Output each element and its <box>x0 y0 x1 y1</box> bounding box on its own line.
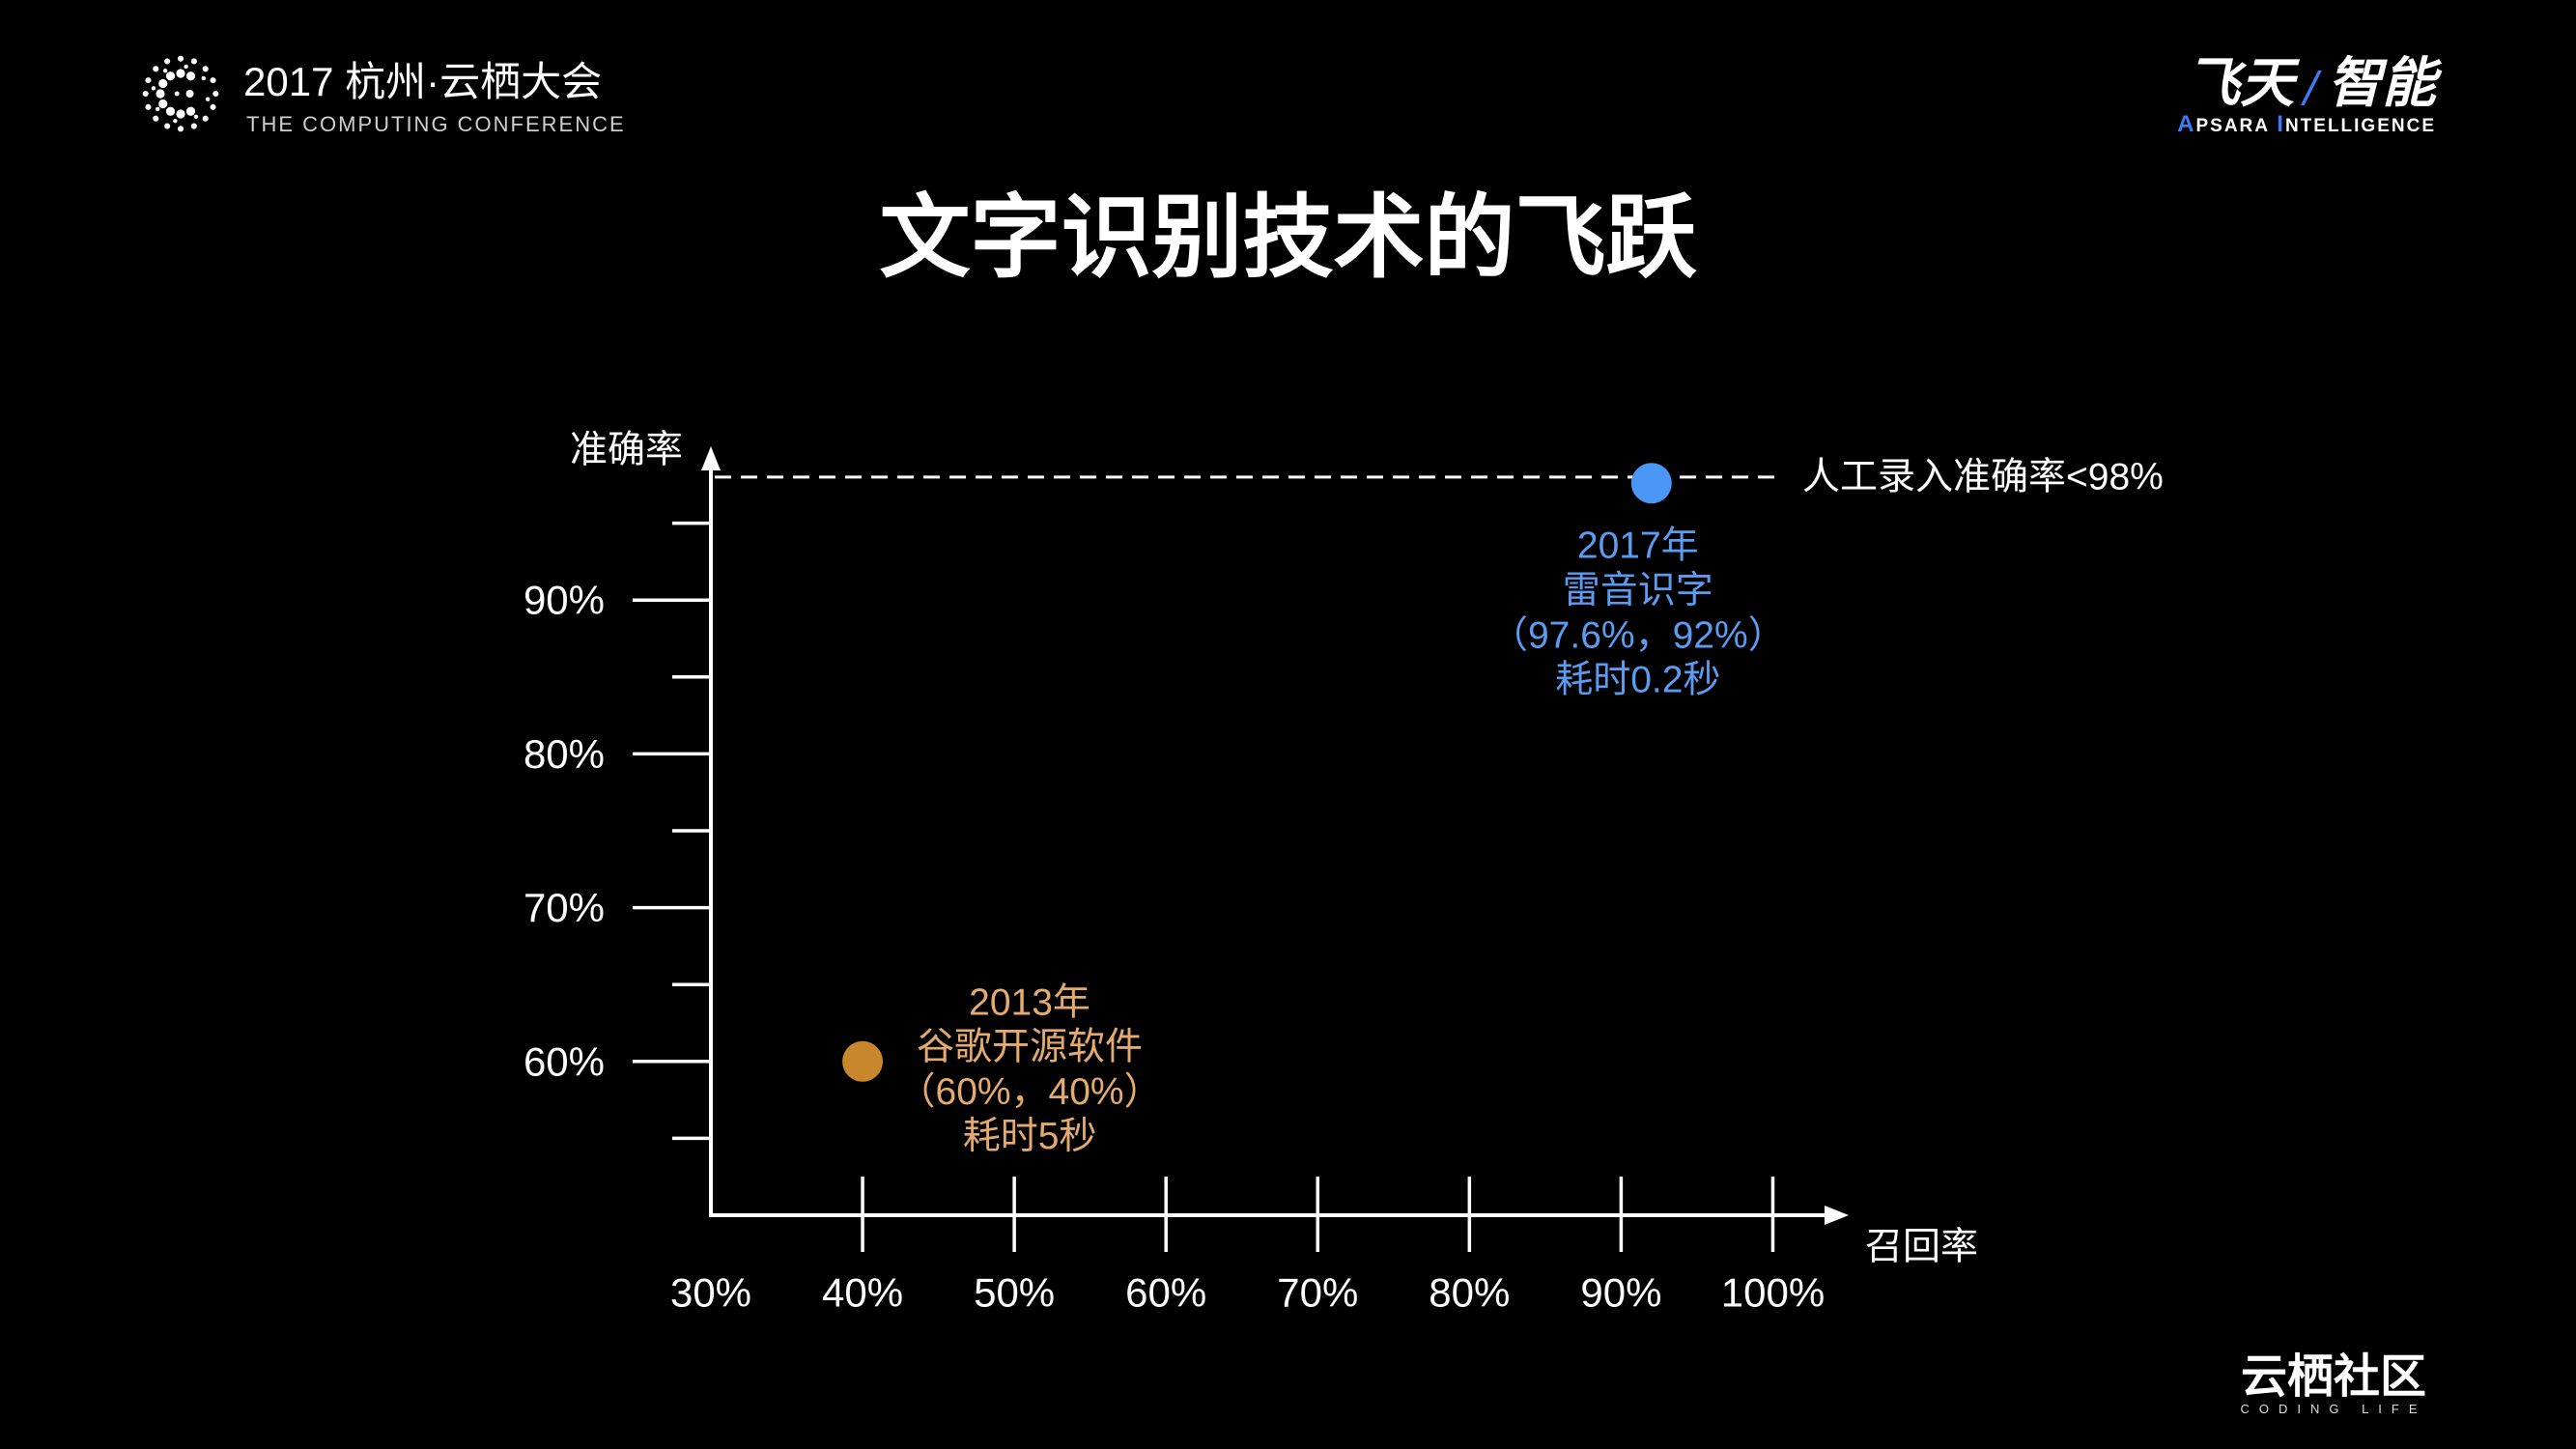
logo-dot <box>145 103 152 110</box>
logo-dot <box>185 106 196 116</box>
y-tick-label: 80% <box>524 731 605 777</box>
logo-dot <box>176 109 185 119</box>
brand-title: 飞天 / 智能 <box>2186 54 2436 118</box>
x-tick-label: 50% <box>974 1270 1055 1316</box>
logo-dot <box>193 114 199 119</box>
point-annotation-line: （97.6%，92%） <box>1490 614 1786 656</box>
brand-subtitle: APSARA INTELLIGENCE <box>2177 112 2436 139</box>
y-axis-arrow-icon <box>701 446 721 470</box>
footer-tagline: CODING LIFE <box>2240 1402 2427 1416</box>
reference-line-label: 人工录入准确率<98% <box>1802 456 2164 497</box>
logo-dot <box>151 86 156 91</box>
data-point <box>1630 463 1672 504</box>
logo-dot <box>205 97 211 101</box>
brand-right: 智能 <box>2328 52 2436 115</box>
logo-dot <box>177 126 184 132</box>
logo-dot <box>142 90 149 98</box>
brand-slash: / <box>2304 63 2318 112</box>
logo-dot <box>153 66 159 72</box>
y-tick-label: 60% <box>524 1038 605 1084</box>
logo-dot <box>202 115 209 122</box>
plot-marks: 60% 70% 80% 90% 30% 40% 50% 60% 70% 80% 90% 100% 人工录… <box>524 446 2164 1316</box>
point-annotation-line: 耗时0.2秒 <box>1555 660 1720 701</box>
logo-dot <box>176 69 185 78</box>
logo-dot <box>165 106 176 116</box>
logo-dot <box>162 69 168 73</box>
logo-dot <box>174 91 180 97</box>
point-annotation-line: （60%，40%） <box>898 1071 1162 1113</box>
logo-dot <box>158 99 168 109</box>
logo-dot <box>184 64 188 70</box>
logo-dot <box>158 78 168 89</box>
logo-dot <box>164 58 171 65</box>
logo-dot <box>201 75 206 81</box>
point-annotation-line: 谷歌开源软件 <box>917 1027 1143 1068</box>
brand-left: 飞天 <box>2186 52 2295 115</box>
footer-brand: 云栖社区 <box>2240 1350 2426 1404</box>
logo-dot <box>210 103 216 110</box>
point-annotation-line: 耗时5秒 <box>963 1116 1097 1157</box>
brand-sub-word: INTELLIGENCE <box>2277 111 2436 137</box>
logo-dot <box>156 106 160 112</box>
x-axis-arrow-icon <box>1825 1206 1849 1225</box>
slide-title: 文字识别技术的飞跃 <box>879 185 1697 291</box>
y-tick-label: 90% <box>524 578 605 623</box>
x-tick-label: 70% <box>1277 1270 1358 1316</box>
logo-dot <box>190 123 197 129</box>
brand-sub-word: APSARA <box>2177 111 2270 137</box>
data-point <box>842 1040 884 1082</box>
conference-title: 2017 杭州·云栖大会 <box>243 59 603 104</box>
point-annotation-line: 2017年 <box>1577 526 1699 567</box>
logo-dot <box>156 89 165 99</box>
x-tick-label: 80% <box>1429 1270 1510 1316</box>
logo-dot <box>145 77 152 84</box>
logo-dot <box>190 58 197 65</box>
x-tick-label: 90% <box>1580 1270 1661 1316</box>
dotted-circle-logo-icon <box>142 55 219 132</box>
logo-dot <box>212 90 219 98</box>
point-annotation-line: 2013年 <box>969 981 1090 1023</box>
logo-dot <box>153 115 159 122</box>
x-tick-label: 60% <box>1125 1270 1206 1316</box>
logo-dot <box>210 77 216 84</box>
x-tick-label: 30% <box>670 1270 751 1316</box>
conference-subtitle: THE COMPUTING CONFERENCE <box>246 112 626 136</box>
y-axis-label: 准确率 <box>570 430 683 471</box>
logo-dot <box>177 55 184 62</box>
logo-dot <box>164 123 171 129</box>
y-tick-label: 70% <box>524 885 605 930</box>
x-axis-label: 召回率 <box>1865 1227 1978 1268</box>
x-tick-label: 40% <box>822 1270 903 1316</box>
point-annotation-line: 雷音识字 <box>1563 570 1713 611</box>
logo-dot <box>173 118 178 124</box>
logo-dot <box>165 71 176 81</box>
logo-dot <box>185 89 194 99</box>
logo-dot <box>202 66 209 72</box>
logo-dot <box>185 71 196 81</box>
x-tick-label: 100% <box>1721 1270 1825 1316</box>
